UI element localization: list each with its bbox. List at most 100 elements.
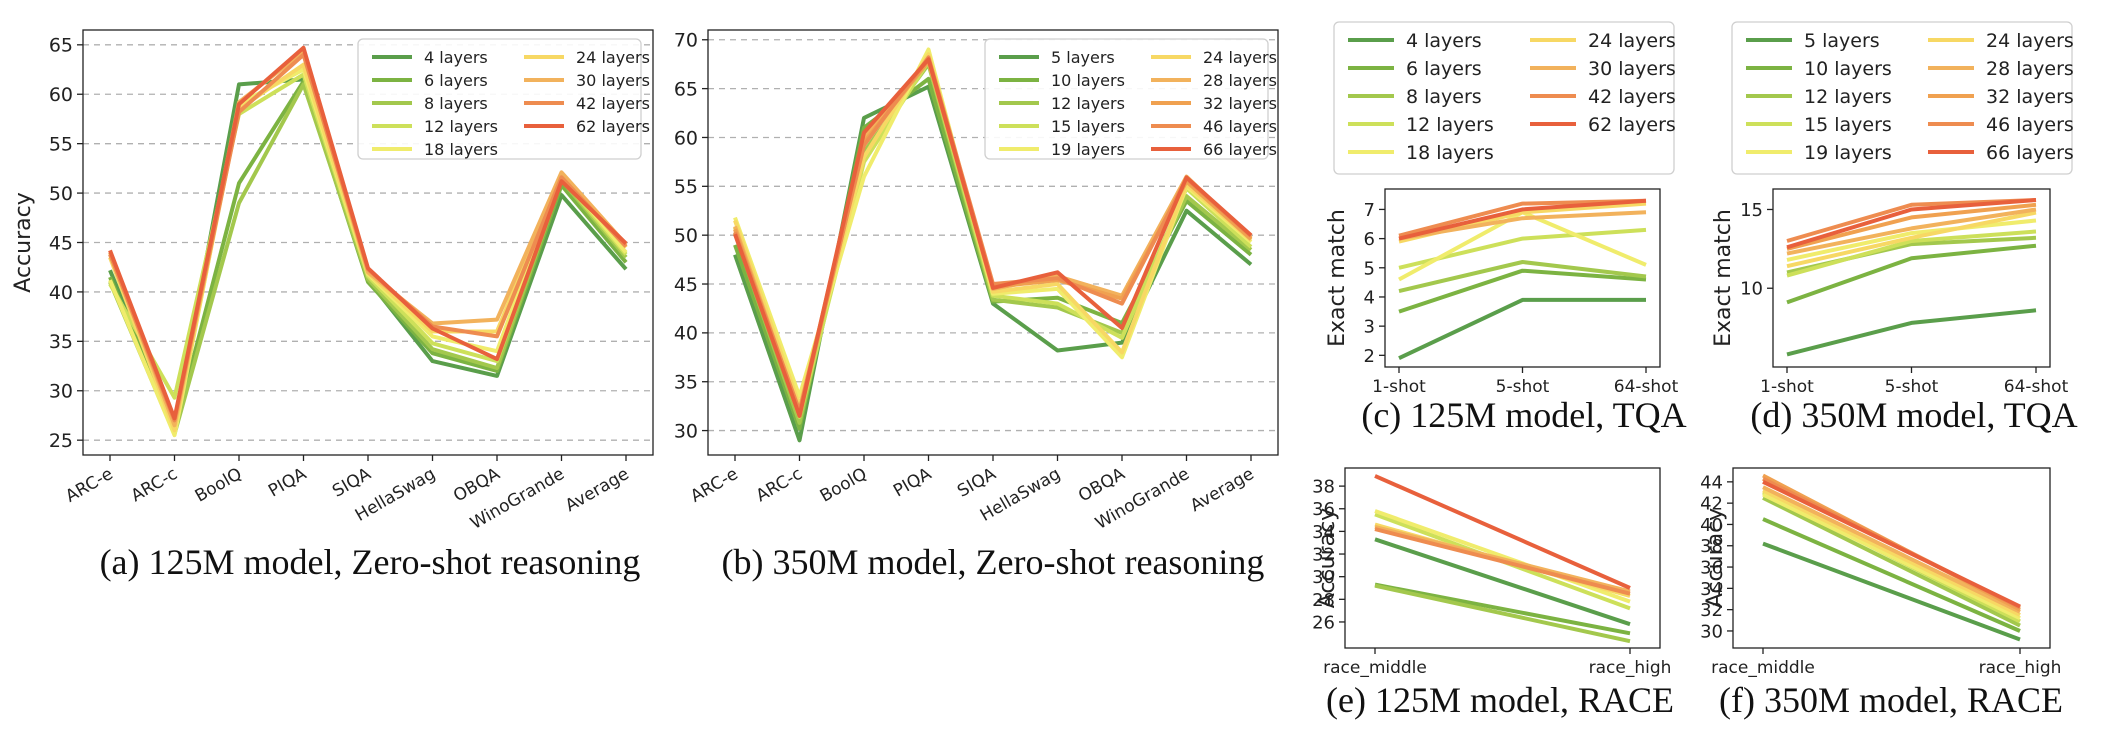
legend-label: 15 layers bbox=[1804, 114, 1892, 136]
legend-label: 12 layers bbox=[1804, 86, 1892, 108]
legend-label: 10 layers bbox=[1804, 58, 1892, 80]
x-tick-label: 5-shot bbox=[1496, 377, 1550, 397]
y-tick-label: 44 bbox=[1700, 472, 1723, 493]
legend-label: 8 layers bbox=[424, 94, 488, 113]
series-line-28-layers bbox=[1762, 485, 2021, 614]
series-line-12-layers bbox=[1762, 496, 2021, 628]
legend-label: 62 layers bbox=[576, 117, 650, 136]
y-tick-label: 60 bbox=[49, 84, 73, 106]
x-tick-label: race_high bbox=[1589, 658, 1672, 678]
legend-label: 18 layers bbox=[424, 140, 498, 159]
legend-label: 18 layers bbox=[1406, 142, 1494, 164]
series-line-24-layers bbox=[1762, 488, 2021, 617]
y-tick-label: 36 bbox=[1312, 499, 1335, 520]
y-tick-label: 38 bbox=[1312, 477, 1335, 498]
legend-label: 19 layers bbox=[1051, 140, 1125, 159]
y-axis-label: Accuracy bbox=[1315, 508, 1340, 608]
y-axis-label: Exact match bbox=[1711, 209, 1736, 347]
x-tick-label: ARC-c bbox=[128, 464, 181, 506]
y-tick-label: 40 bbox=[674, 323, 698, 345]
legend-label: 46 layers bbox=[1986, 114, 2074, 136]
series-line-5-layers bbox=[1762, 541, 2021, 642]
y-tick-label: 42 bbox=[1700, 494, 1723, 515]
legend-label: 30 layers bbox=[576, 71, 650, 90]
y-tick-label: 25 bbox=[49, 430, 73, 452]
legend-label: 32 layers bbox=[1203, 94, 1277, 113]
x-tick-label: 1-shot bbox=[1760, 377, 1814, 397]
y-tick-label: 55 bbox=[49, 134, 73, 156]
y-axis-label: Exact match bbox=[1325, 209, 1350, 347]
series-line-6-layers bbox=[1374, 582, 1631, 636]
series-line-24-layers bbox=[1786, 210, 2037, 269]
y-tick-label: 32 bbox=[1700, 600, 1723, 621]
series-line-4-layers bbox=[1374, 537, 1631, 627]
y-tick-label: 45 bbox=[49, 232, 73, 254]
legend-label: 24 layers bbox=[576, 48, 650, 67]
y-tick-label: 38 bbox=[1700, 536, 1723, 557]
chart-b: 30 35 40 45 50 55 60 65 70 ARC-e ARC-c BoolQ PIQA SIQ… bbox=[674, 29, 1279, 582]
legend-box bbox=[1333, 21, 1675, 175]
y-tick-label: 40 bbox=[1700, 515, 1723, 536]
legend: 4 layers 6 layers 8 layers 12 layers 18 laye… bbox=[1333, 21, 1676, 175]
y-tick-label: 50 bbox=[674, 225, 698, 247]
chart-caption: (a) 125M model, Zero-shot reasoning bbox=[100, 542, 641, 582]
x-tick-label: ARC-e bbox=[62, 464, 116, 507]
series-line-8-layers bbox=[1398, 260, 1647, 294]
legend-label: 6 layers bbox=[1406, 58, 1482, 80]
legend: 5 layers 10 layers 12 layers 15 layers 19 la… bbox=[984, 38, 1277, 160]
series-line-66-layers bbox=[1762, 480, 2021, 609]
legend-label: 46 layers bbox=[1203, 117, 1277, 136]
x-tick-label: PIQA bbox=[890, 464, 935, 502]
x-tick-label: 1-shot bbox=[1372, 377, 1426, 397]
y-tick-label: 6 bbox=[1364, 229, 1375, 250]
y-tick-label: 5 bbox=[1364, 258, 1375, 279]
chart-caption: (f) 350M model, RACE bbox=[1719, 680, 2063, 720]
y-tick-label: 28 bbox=[1312, 590, 1335, 611]
legend-label: 4 layers bbox=[1406, 30, 1482, 52]
x-tick-label: race_middle bbox=[1323, 658, 1427, 678]
y-tick-label: 10 bbox=[1740, 279, 1763, 300]
y-tick-label: 60 bbox=[674, 127, 698, 149]
series-line-42-layers bbox=[1374, 527, 1631, 596]
x-tick-label: PIQA bbox=[265, 464, 310, 502]
y-tick-label: 36 bbox=[1700, 558, 1723, 579]
y-tick-label: 26 bbox=[1312, 612, 1335, 633]
series-line-8-layers bbox=[1374, 583, 1631, 644]
x-tick-label: Average bbox=[562, 464, 632, 516]
series-line-19-layers bbox=[1762, 492, 2021, 621]
legend-label: 30 layers bbox=[1588, 58, 1676, 80]
y-tick-label: 4 bbox=[1364, 287, 1375, 308]
legend-label: 24 layers bbox=[1203, 48, 1277, 67]
legend-label: 12 layers bbox=[424, 117, 498, 136]
y-tick-label: 55 bbox=[674, 176, 698, 198]
legend: 4 layers 6 layers 8 layers 12 layers 18 laye… bbox=[357, 38, 650, 160]
legend-label: 24 layers bbox=[1588, 30, 1676, 52]
plot-frame bbox=[1344, 467, 1661, 649]
legend-label: 10 layers bbox=[1051, 71, 1125, 90]
legend-label: 12 layers bbox=[1406, 114, 1494, 136]
y-axis-label: Accuracy bbox=[11, 192, 36, 292]
x-tick-label: 64-shot bbox=[1614, 377, 1679, 397]
series-line-10-layers bbox=[1786, 243, 2037, 305]
y-tick-label: 34 bbox=[1312, 522, 1335, 543]
legend-label: 66 layers bbox=[1986, 142, 2074, 164]
chart-c: 2 3 4 5 6 7 1-shot 5-shot 64-shot Exact match (c) … bbox=[1325, 21, 1687, 435]
legend-label: 28 layers bbox=[1986, 58, 2074, 80]
y-tick-label: 50 bbox=[49, 183, 73, 205]
series-line-62-layers bbox=[1374, 474, 1631, 590]
legend-label: 8 layers bbox=[1406, 86, 1482, 108]
y-tick-label: 40 bbox=[49, 282, 73, 304]
x-tick-label: race_middle bbox=[1711, 658, 1815, 678]
chart-caption: (b) 350M model, Zero-shot reasoning bbox=[722, 542, 1265, 582]
x-tick-label: BoolQ bbox=[817, 464, 871, 507]
legend-label: 5 layers bbox=[1804, 30, 1880, 52]
legend-label: 5 layers bbox=[1051, 48, 1115, 67]
legend-label: 42 layers bbox=[576, 94, 650, 113]
y-tick-label: 2 bbox=[1364, 346, 1375, 367]
legend-box bbox=[984, 38, 1269, 160]
y-tick-label: 70 bbox=[674, 30, 698, 52]
legend-label: 6 layers bbox=[424, 71, 488, 90]
